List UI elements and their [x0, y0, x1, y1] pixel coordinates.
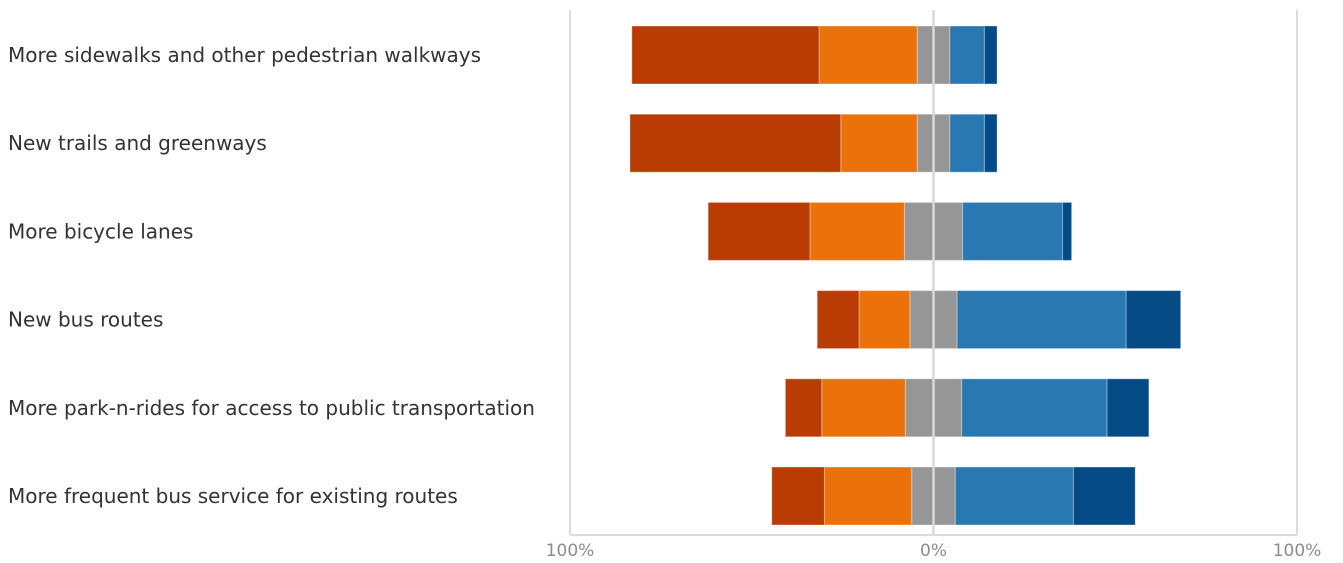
- tick-labels: 100% 0% 100%: [546, 541, 1322, 561]
- category-label: More frequent bus service for existing r…: [8, 484, 458, 508]
- bar-segment-positive: [961, 378, 1108, 438]
- bar-row: [771, 466, 1136, 526]
- bar-segment-negative: [840, 113, 918, 173]
- bar-row: [629, 113, 998, 173]
- category-label: More bicycle lanes: [8, 219, 193, 243]
- category-label: New trails and greenways: [8, 131, 267, 155]
- bar-segment-positive: [949, 25, 985, 85]
- bar-segment-positive: [962, 201, 1064, 261]
- bar-segment-positive: [1125, 290, 1182, 350]
- bar-segment-negative: [629, 113, 842, 173]
- bar-segment-negative: [858, 290, 911, 350]
- bar-segment-negative: [818, 25, 918, 85]
- bar-segment-negative: [771, 466, 825, 526]
- x-tick-label: 0%: [920, 541, 947, 561]
- bar-segment-positive: [949, 113, 985, 173]
- bar-segment-negative: [631, 25, 820, 85]
- bar-segment-positive: [983, 113, 998, 173]
- bar-row: [816, 290, 1182, 350]
- bar-segment-positive: [1106, 378, 1150, 438]
- category-labels: More sidewalks and other pedestrian walk…: [8, 43, 535, 508]
- bar-segment-negative: [809, 201, 905, 261]
- bar-segment-negative: [784, 378, 823, 438]
- bar-row: [631, 25, 998, 85]
- bar-segment-negative: [816, 290, 860, 350]
- category-label: More park-n-rides for access to public t…: [8, 396, 535, 420]
- bar-segment-positive: [956, 290, 1127, 350]
- x-tick-label: 100%: [1273, 541, 1322, 561]
- bars: [629, 25, 1182, 526]
- bar-segment-negative: [821, 378, 906, 438]
- bar-row: [784, 378, 1150, 438]
- bar-row: [707, 201, 1073, 261]
- bar-segment-positive: [1062, 201, 1073, 261]
- category-label: More sidewalks and other pedestrian walk…: [8, 43, 481, 67]
- category-label: New bus routes: [8, 308, 163, 332]
- bar-segment-positive: [983, 25, 998, 85]
- x-tick-label: 100%: [546, 541, 595, 561]
- bar-segment-positive: [954, 466, 1074, 526]
- bar-segment-negative: [823, 466, 913, 526]
- bar-segment-negative: [707, 201, 811, 261]
- bar-segment-positive: [1072, 466, 1136, 526]
